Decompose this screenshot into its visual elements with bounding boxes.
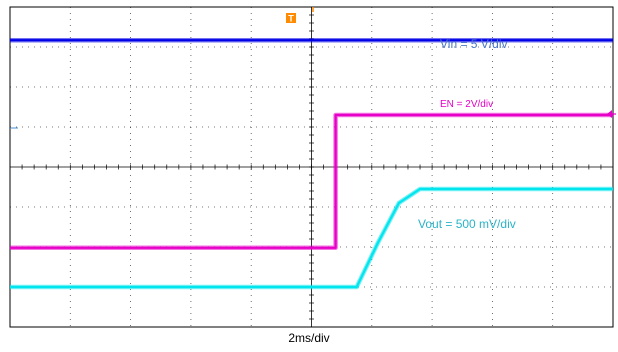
x-axis-label: 2ms/div (288, 331, 330, 345)
grid (10, 7, 613, 327)
trigger-letter: T (288, 14, 294, 24)
level-arrow (607, 110, 612, 118)
trace-labels: Vin = 5 V/div EN = 2V/div Vout = 500 mV/… (418, 37, 516, 231)
trace-line-1 (10, 113, 613, 249)
trace-line-2 (10, 187, 613, 289)
vin-label: Vin = 5 V/div (440, 37, 508, 51)
markers: T (10, 7, 616, 129)
vout-label: Vout = 500 mV/div (418, 217, 516, 231)
en-label: EN = 2V/div (440, 99, 493, 110)
trigger-tab (286, 13, 296, 23)
traces (10, 37, 613, 290)
